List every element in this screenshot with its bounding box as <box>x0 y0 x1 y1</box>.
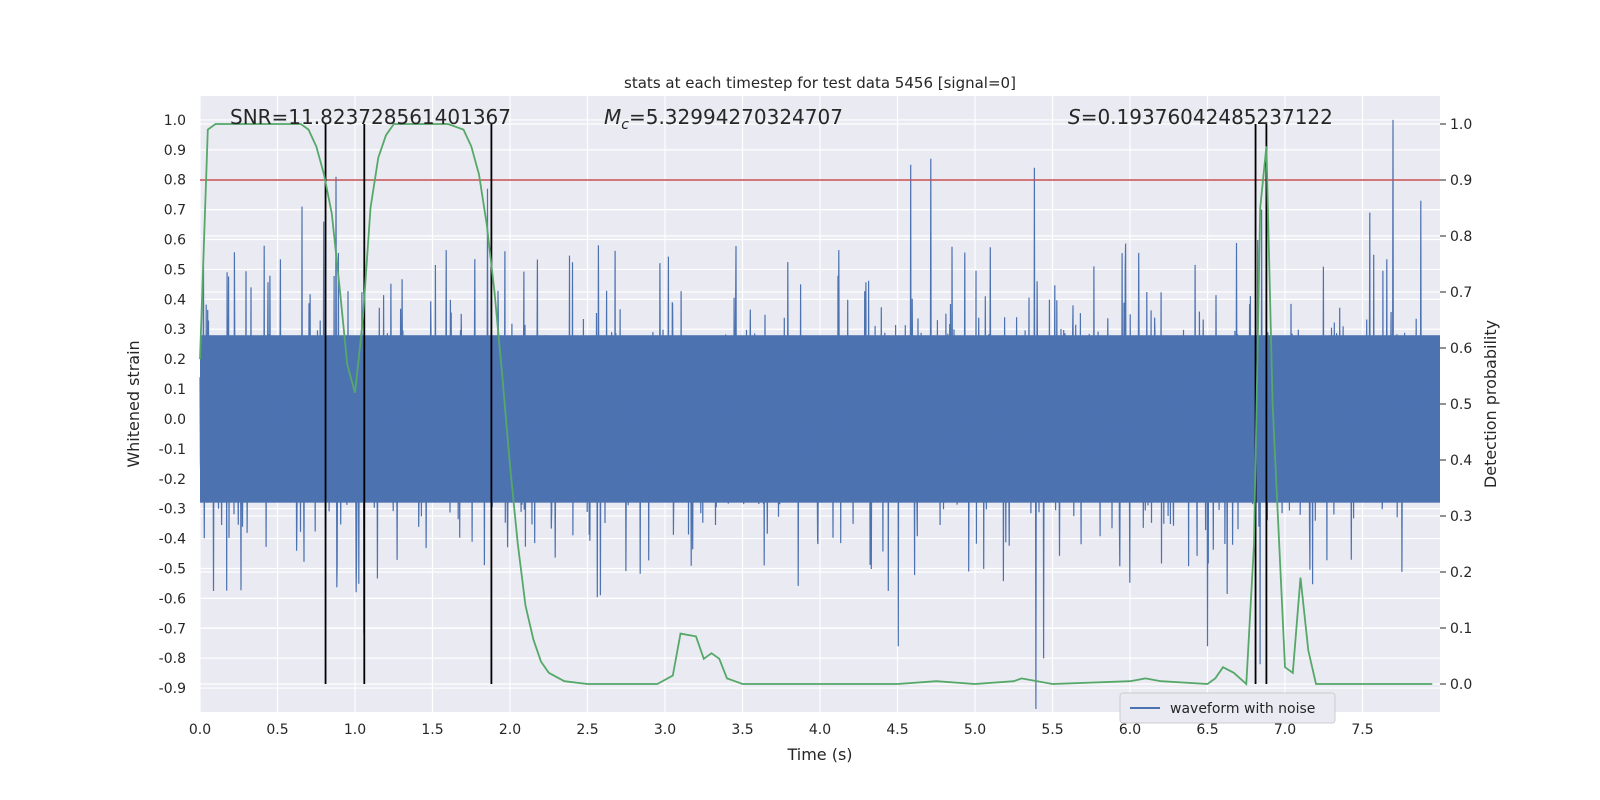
y2-tick-label: 1.0 <box>1450 117 1472 133</box>
y-tick-label: -0.1 <box>159 442 186 458</box>
x-tick-label: 1.0 <box>344 722 366 738</box>
mc-annotation: Mc=5.32994270324707 <box>604 105 843 133</box>
y2-tick-label: 0.4 <box>1450 453 1472 469</box>
y2-tick-label: 0.7 <box>1450 285 1472 301</box>
y-tick-label: -0.4 <box>159 532 186 548</box>
y-tick-label: -0.8 <box>159 651 186 667</box>
y-tick-label: 0.1 <box>164 382 186 398</box>
y2-tick-label: 0.2 <box>1450 565 1472 581</box>
waveform-line <box>199 119 1437 710</box>
waveform-series <box>199 119 1440 710</box>
y-tick-label: 0.5 <box>164 262 186 278</box>
probability-line <box>199 123 1433 686</box>
x-tick-label: 5.5 <box>1041 722 1063 738</box>
legend[interactable]: waveform with noise <box>1119 692 1336 724</box>
x-tick-label: 2.0 <box>499 722 521 738</box>
y-tick-label: 0.7 <box>164 203 186 219</box>
y-tick-label: 0.4 <box>164 292 186 308</box>
x-tick-label: 0.5 <box>266 722 288 738</box>
y2-axis-label: Detection probability <box>1481 320 1500 488</box>
y2-tick-label: 0.0 <box>1450 677 1472 693</box>
probability-series <box>199 123 1433 686</box>
y-tick-label: 0.8 <box>164 173 186 189</box>
y2-tick-label: 0.9 <box>1450 173 1472 189</box>
y-tick-label: -0.6 <box>159 591 186 607</box>
x-tick-label: 4.0 <box>809 722 831 738</box>
y2-tick-label: 0.5 <box>1450 397 1472 413</box>
y-axis-label: Whitened strain <box>124 340 143 467</box>
x-tick-label: 4.5 <box>886 722 908 738</box>
y-tick-label: -0.3 <box>159 502 186 518</box>
x-tick-label: 7.5 <box>1351 722 1373 738</box>
x-tick-label: 3.5 <box>731 722 753 738</box>
legend-label-waveform: waveform with noise <box>1170 701 1315 717</box>
x-tick-label: 7.0 <box>1274 722 1296 738</box>
x-tick-label: 6.5 <box>1196 722 1218 738</box>
y-axis-ticks: 1.0 0.9 0.8 0.7 0.6 0.5 0.4 0.3 0.2 0.1 0.0 -0.1 -0.… <box>159 113 186 697</box>
x-tick-label: 1.5 <box>421 722 443 738</box>
x-tick-label: 2.5 <box>576 722 598 738</box>
y-tick-label: -0.7 <box>159 621 186 637</box>
y2-tick-label: 0.1 <box>1450 621 1472 637</box>
s-annotation: S=0.19376042485237122 <box>1068 105 1333 129</box>
y-tick-label: 0.6 <box>164 233 186 249</box>
x-tick-label: 3.0 <box>654 722 676 738</box>
x-axis-ticks: 0.0 0.5 1.0 1.5 2.0 2.5 3.0 3.5 4.0 4.5 5.0 5.5 6.0 6… <box>189 722 1374 738</box>
y-tick-label: -0.2 <box>159 472 186 488</box>
y-tick-label: 0.2 <box>164 352 186 368</box>
mc-value: =5.32994270324707 <box>629 105 843 129</box>
s-value: =0.19376042485237122 <box>1081 105 1333 129</box>
y-tick-label: 0.0 <box>164 412 186 428</box>
y2-tick-label: 0.6 <box>1450 341 1472 357</box>
y-tick-label: 1.0 <box>164 113 186 129</box>
vertical-markers <box>324 124 1268 684</box>
mc-subscript: c <box>621 117 629 133</box>
s-symbol: S <box>1068 105 1081 129</box>
x-tick-label: 0.0 <box>189 722 211 738</box>
y2-tick-label: 0.8 <box>1450 229 1472 245</box>
y-tick-label: 0.3 <box>164 322 186 338</box>
snr-annotation: SNR=11.823728561401367 <box>230 105 511 129</box>
chart-title: stats at each timestep for test data 545… <box>624 74 1016 92</box>
x-tick-label: 6.0 <box>1119 722 1141 738</box>
x-tick-label: 5.0 <box>964 722 986 738</box>
x-axis-label: Time (s) <box>786 745 852 764</box>
y2-axis-ticks: 1.0 0.9 0.8 0.7 0.6 0.5 0.4 0.3 0.2 0.1 0.0 <box>1440 117 1472 693</box>
mc-symbol: M <box>604 105 621 129</box>
y-tick-label: 0.9 <box>164 143 186 159</box>
legend-box <box>1119 692 1336 724</box>
y-tick-label: -0.9 <box>159 681 186 697</box>
y-tick-label: -0.5 <box>159 561 186 577</box>
y2-tick-label: 0.3 <box>1450 509 1472 525</box>
